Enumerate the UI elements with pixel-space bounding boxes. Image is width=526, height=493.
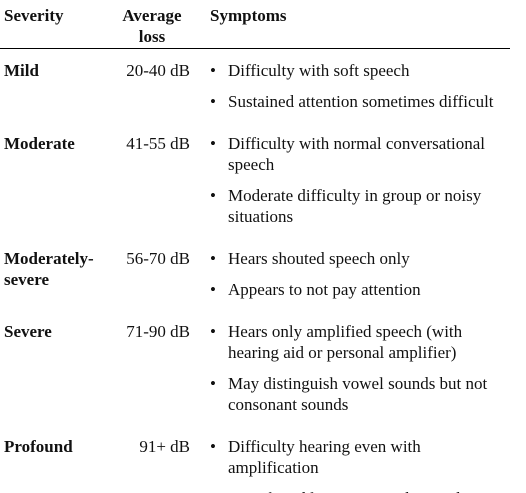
- symptoms-cell: Hears shouted speech only Appears to not …: [196, 237, 510, 310]
- table-header: Severity Average loss Symptoms: [0, 2, 510, 49]
- symptom-item: Hears shouted speech only: [210, 248, 510, 269]
- severity-cell: Moderate: [4, 134, 75, 153]
- header-cell: Symptoms: [196, 2, 510, 49]
- severity-cell: Profound: [0, 425, 114, 493]
- header-cell: Severity: [0, 2, 114, 49]
- symptom-item: Appears to not pay attention: [210, 279, 510, 300]
- table-row: Moderate 41-55 dB Difficulty with normal c…: [0, 122, 510, 237]
- severity-cell: Severe: [4, 322, 52, 341]
- symptom-item: Difficulty hearing even with amplificati…: [210, 436, 510, 478]
- hearing-loss-table: Severity Average loss Symptoms Mild 20-40…: [0, 2, 510, 493]
- table-row: Mild 20-40 dB Difficulty with soft speech S…: [0, 49, 510, 123]
- severity-cell: Mild: [4, 61, 39, 80]
- symptom-item: May distinguish vowel sounds but not con…: [210, 373, 510, 415]
- table-row: Moderately-severe 56-70 dB Hears shouted s…: [0, 237, 510, 310]
- header-cell: Average loss: [114, 2, 196, 49]
- table-row: Severe 71-90 dB Hears only amplified speec…: [0, 310, 510, 425]
- symptom-list: Difficulty hearing even with amplificati…: [210, 436, 510, 493]
- symptom-item: Moderate difficulty in group or noisy si…: [210, 185, 510, 227]
- loss-cell: 56-70 dB: [126, 249, 190, 268]
- symptom-list: Hears shouted speech only Appears to not …: [210, 248, 510, 300]
- header-row: Severity Average loss Symptoms: [0, 2, 510, 49]
- loss-cell: 71-90 dB: [126, 322, 190, 341]
- symptom-list: Difficulty with soft speech Sustained att…: [210, 60, 510, 112]
- symptom-item: Difficulty with normal conversational sp…: [210, 133, 510, 175]
- symptom-list: Difficulty with normal conversational sp…: [210, 133, 510, 227]
- symptoms-cell: Difficulty with soft speech Sustained att…: [196, 49, 510, 123]
- symptoms-cell: Difficulty hearing even with amplificati…: [196, 425, 510, 493]
- symptom-item: Sustained attention sometimes difficult: [210, 91, 510, 112]
- symptom-item: Difficulty with soft speech: [210, 60, 510, 81]
- symptoms-cell: Difficulty with normal conversational sp…: [196, 122, 510, 237]
- loss-cell: 91+ dB: [114, 425, 196, 493]
- symptom-item: Hears only amplified speech (with hearin…: [210, 321, 510, 363]
- loss-cell: 41-55 dB: [126, 134, 190, 153]
- severity-cell: Moderately-severe: [4, 249, 94, 289]
- symptom-list: Hears only amplified speech (with hearin…: [210, 321, 510, 415]
- loss-cell: 20-40 dB: [126, 61, 190, 80]
- symptom-item: Speech and language are distorted: [210, 488, 510, 493]
- table-body: Mild 20-40 dB Difficulty with soft speech S…: [0, 49, 510, 493]
- symptoms-cell: Hears only amplified speech (with hearin…: [196, 310, 510, 425]
